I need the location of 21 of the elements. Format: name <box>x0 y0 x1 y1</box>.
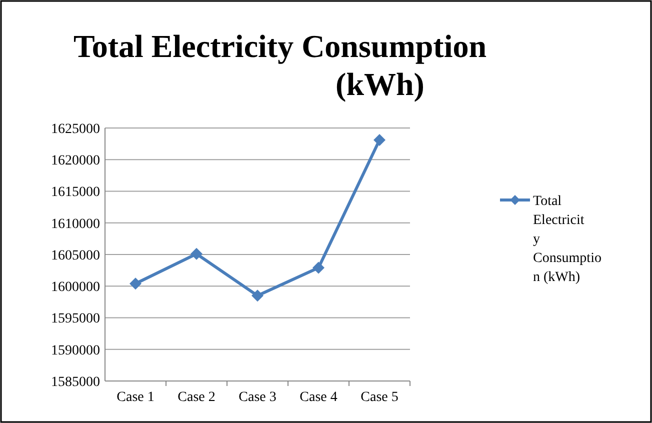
y-tick-label: 1605000 <box>51 248 100 264</box>
y-tick-label: 1610000 <box>51 216 100 232</box>
legend-label: Total Electricity Consumption (kWh) <box>533 194 602 285</box>
point <box>252 290 264 302</box>
x-tick-label: Case 5 <box>360 390 398 405</box>
x-tick-label: Case 3 <box>238 390 276 405</box>
chart-title: Total Electricity Consumption (kWh) <box>73 28 487 102</box>
y-tick-label: 1625000 <box>51 122 100 137</box>
y-tick-label: 1600000 <box>51 280 100 296</box>
x-tick-label: Case 4 <box>300 390 338 405</box>
point <box>130 278 142 290</box>
y-tick-label: 1615000 <box>51 185 100 200</box>
y-tick-label: 1620000 <box>51 154 100 169</box>
y-tick-label: 1595000 <box>51 312 100 327</box>
y-tick-label: 1585000 <box>51 374 100 390</box>
point <box>374 134 386 146</box>
point <box>190 248 202 260</box>
y-tick-label: 1590000 <box>51 343 100 358</box>
point <box>312 262 324 274</box>
x-tick-label: Case 1 <box>116 390 154 405</box>
x-tick-label: Case 2 <box>178 390 216 405</box>
